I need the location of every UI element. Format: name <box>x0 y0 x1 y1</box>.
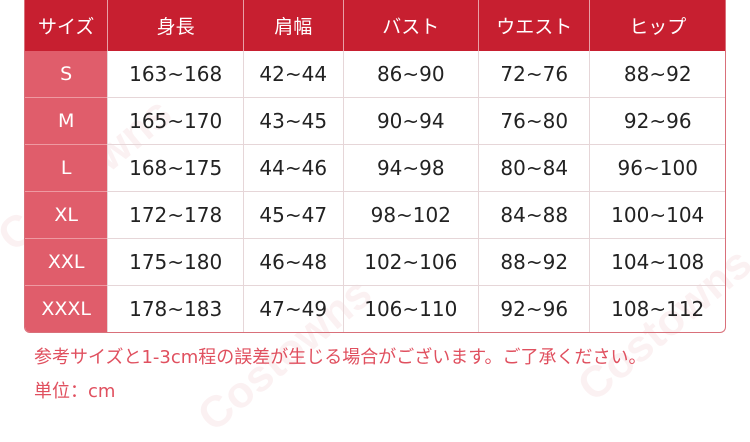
header-row: サイズ 身長 肩幅 バスト ウエスト ヒップ <box>25 0 725 51</box>
table-row: M 165~170 43~45 90~94 76~80 92~96 <box>25 97 725 144</box>
table-cell: 42~44 <box>242 51 343 97</box>
table-cell: 47~49 <box>242 285 343 332</box>
table-cell: 98~102 <box>342 191 479 238</box>
disclaimer-note: 参考サイズと1-3cm程の誤差が生じる場合がございます。ご了承ください。 <box>34 347 647 368</box>
table-row: XXL 175~180 46~48 102~106 88~92 104~108 <box>25 238 725 285</box>
column-header: ヒップ <box>589 0 725 51</box>
table-cell: 84~88 <box>478 191 590 238</box>
table-cell: 100~104 <box>589 191 725 238</box>
table-cell: 96~100 <box>589 144 725 191</box>
table-cell: 90~94 <box>342 97 479 144</box>
table-cell: 43~45 <box>242 97 343 144</box>
size-label: XXL <box>25 238 108 285</box>
table-cell: 88~92 <box>478 238 590 285</box>
size-label: XXXL <box>25 285 108 332</box>
column-header: ウエスト <box>478 0 590 51</box>
size-label: L <box>25 144 108 191</box>
table-cell: 106~110 <box>342 285 479 332</box>
table-cell: 72~76 <box>478 51 589 97</box>
column-header: 身長 <box>107 0 243 51</box>
table-cell: 172~178 <box>107 191 243 238</box>
table-cell: 175~180 <box>107 238 243 285</box>
column-header: バスト <box>342 0 479 51</box>
table-cell: 178~183 <box>107 285 243 332</box>
table-cell: 163~168 <box>107 51 243 97</box>
table-cell: 168~175 <box>107 144 243 191</box>
table-cell: 165~170 <box>107 97 243 144</box>
column-header: 肩幅 <box>242 0 343 51</box>
table-cell: 45~47 <box>242 191 343 238</box>
table-cell: 92~96 <box>589 97 725 144</box>
column-header: サイズ <box>25 0 108 51</box>
size-label: S <box>25 51 108 97</box>
unit-note: 単位：cm <box>34 381 116 402</box>
size-label: M <box>25 97 108 144</box>
table-row: XL 172~178 45~47 98~102 84~88 100~104 <box>25 191 725 238</box>
table-cell: 88~92 <box>589 51 725 97</box>
size-chart-table: サイズ 身長 肩幅 バスト ウエスト ヒップ S 163~168 42~44 86~90 72~7… <box>24 0 726 333</box>
table-cell: 80~84 <box>478 144 590 191</box>
table-row: XXXL 178~183 47~49 106~110 92~96 108~112 <box>25 285 725 332</box>
table-cell: 108~112 <box>589 285 725 332</box>
table-row: S 163~168 42~44 86~90 72~76 88~92 <box>25 51 725 97</box>
table-row: L 168~175 44~46 94~98 80~84 96~100 <box>25 144 725 191</box>
table-cell: 102~106 <box>342 238 479 285</box>
size-label: XL <box>25 191 108 238</box>
table-cell: 94~98 <box>342 144 479 191</box>
table-cell: 104~108 <box>589 238 725 285</box>
table-cell: 76~80 <box>478 97 590 144</box>
table-cell: 44~46 <box>242 144 343 191</box>
table-cell: 86~90 <box>342 51 479 97</box>
table-cell: 46~48 <box>242 238 343 285</box>
table-cell: 92~96 <box>478 285 590 332</box>
